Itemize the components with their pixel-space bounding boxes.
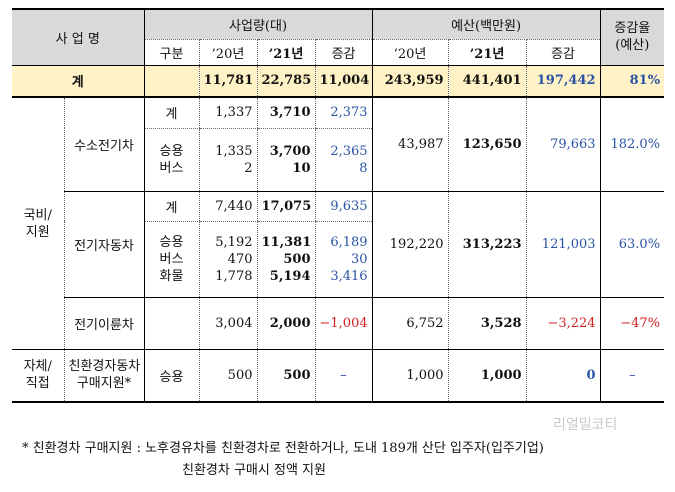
self-funded-b20: 1,000 bbox=[371, 349, 449, 403]
electric-detail-gubun: 승용 버스 화물 bbox=[143, 221, 199, 298]
total-label: 계 bbox=[12, 65, 144, 98]
two-wheel-v20: 3,004 bbox=[198, 297, 257, 350]
hydrogen-detail-vchg: 2,365 8 bbox=[314, 128, 373, 192]
header-gubun: 구분 bbox=[143, 38, 199, 66]
watermark: 리얼밀코티 bbox=[553, 417, 618, 433]
total-v21: 22,785 bbox=[256, 65, 315, 98]
two-wheel-label: 전기이륜차 bbox=[63, 297, 144, 350]
header-rate: 증감율 (예산) bbox=[599, 8, 665, 66]
two-wheel-gubun bbox=[143, 297, 199, 350]
two-wheel-b21: 3,528 bbox=[447, 297, 527, 350]
self-funded-row: 자체/ 직접 친환경자동차 구매지원* 승용 500 500 – 1,000 1… bbox=[12, 349, 665, 403]
two-wheel-vchg: −1,004 bbox=[314, 297, 373, 350]
electric-detail-v20: 5,192 470 1,778 bbox=[198, 221, 257, 298]
total-gubun bbox=[143, 65, 199, 98]
self-funded-rate: – bbox=[599, 349, 665, 403]
header-vol-change: 증감 bbox=[314, 38, 373, 66]
electric-label: 전기자동차 bbox=[63, 191, 144, 298]
self-funded-name: 친환경자동차 구매지원* bbox=[63, 349, 144, 403]
self-funded-label: 자체/ 직접 bbox=[12, 349, 64, 403]
header-rate-line2: (예산) bbox=[615, 38, 650, 54]
total-b21: 441,401 bbox=[447, 65, 527, 98]
budget-table: 사 업 명 사업량(대) 예산(백만원) 증감율 (예산) 구분 ’20년 ’2… bbox=[12, 8, 665, 403]
hydrogen-b20: 43,987 bbox=[371, 97, 449, 192]
header-vol-21: ’21년 bbox=[256, 38, 315, 66]
hydrogen-sum-vchg: 2,373 bbox=[314, 97, 373, 129]
hydrogen-detail-gubun: 승용 버스 bbox=[143, 128, 199, 192]
header-rate-line1: 증감율 bbox=[614, 21, 651, 37]
hydrogen-rate: 182.0% bbox=[599, 97, 665, 192]
self-funded-b21: 1,000 bbox=[447, 349, 527, 403]
two-wheel-row: 전기이륜차 3,004 2,000 −1,004 6,752 3,528 −3,… bbox=[12, 297, 665, 350]
self-funded-v20: 500 bbox=[198, 349, 257, 403]
electric-b20: 192,220 bbox=[371, 191, 449, 298]
header-vol-20: ’20년 bbox=[198, 38, 257, 66]
header-volume: 사업량(대) bbox=[143, 8, 373, 39]
electric-b21: 313,223 bbox=[447, 191, 527, 298]
hydrogen-b21: 123,650 bbox=[447, 97, 527, 192]
header-budget-change: 증감 bbox=[525, 38, 601, 66]
electric-sum-vchg: 9,635 bbox=[314, 191, 373, 222]
self-funded-gubun: 승용 bbox=[143, 349, 199, 403]
header-budget: 예산(백만원) bbox=[371, 8, 601, 39]
hydrogen-label: 수소전기차 bbox=[63, 97, 144, 192]
total-v20: 11,781 bbox=[198, 65, 257, 98]
self-funded-vchg: – bbox=[314, 349, 373, 403]
header-budget-20: ’20년 bbox=[371, 38, 449, 66]
hydrogen-sum-gubun: 계 bbox=[143, 97, 199, 129]
self-funded-bchg: 0 bbox=[525, 349, 601, 403]
hydrogen-sum-v21: 3,710 bbox=[256, 97, 315, 129]
electric-sum-gubun: 계 bbox=[143, 191, 199, 222]
electric-rate: 63.0% bbox=[599, 191, 665, 298]
total-vchg: 11,004 bbox=[314, 65, 373, 98]
two-wheel-rate: −47% bbox=[599, 297, 665, 350]
hydrogen-bchg: 79,663 bbox=[525, 97, 601, 192]
hydrogen-detail-v20: 1,335 2 bbox=[198, 128, 257, 192]
hydrogen-sum-v20: 1,337 bbox=[198, 97, 257, 129]
hydrogen-detail-v21: 3,700 10 bbox=[256, 128, 315, 192]
footnote: * 친환경차 구매지원 : 노후경유차를 친환경차로 전환하거나, 도내 189… bbox=[22, 438, 544, 482]
two-wheel-b20: 6,752 bbox=[371, 297, 449, 350]
total-b20: 243,959 bbox=[371, 65, 449, 98]
header-budget-21: ’21년 bbox=[447, 38, 527, 66]
total-rate: 81% bbox=[599, 65, 665, 98]
header-business-name: 사 업 명 bbox=[12, 8, 144, 66]
electric-sum-v21: 17,075 bbox=[256, 191, 315, 222]
total-bchg: 197,442 bbox=[525, 65, 601, 98]
self-funded-v21: 500 bbox=[256, 349, 315, 403]
electric-detail-vchg: 6,189 30 3,416 bbox=[314, 221, 373, 298]
electric-detail-v21: 11,381 500 5,194 bbox=[256, 221, 315, 298]
electric-sum-v20: 7,440 bbox=[198, 191, 257, 222]
two-wheel-bchg: −3,224 bbox=[525, 297, 601, 350]
total-row: 계 11,781 22,785 11,004 243,959 441,401 1… bbox=[12, 65, 665, 98]
footnote-line2: 친환경차 구매시 정액 지원 bbox=[182, 463, 326, 478]
group-national-label: 국비/ 지원 bbox=[12, 97, 64, 350]
electric-bchg: 121,003 bbox=[525, 191, 601, 298]
footnote-line1: * 친환경차 구매지원 : 노후경유차를 친환경차로 전환하거나, 도내 189… bbox=[22, 441, 544, 456]
two-wheel-v21: 2,000 bbox=[256, 297, 315, 350]
